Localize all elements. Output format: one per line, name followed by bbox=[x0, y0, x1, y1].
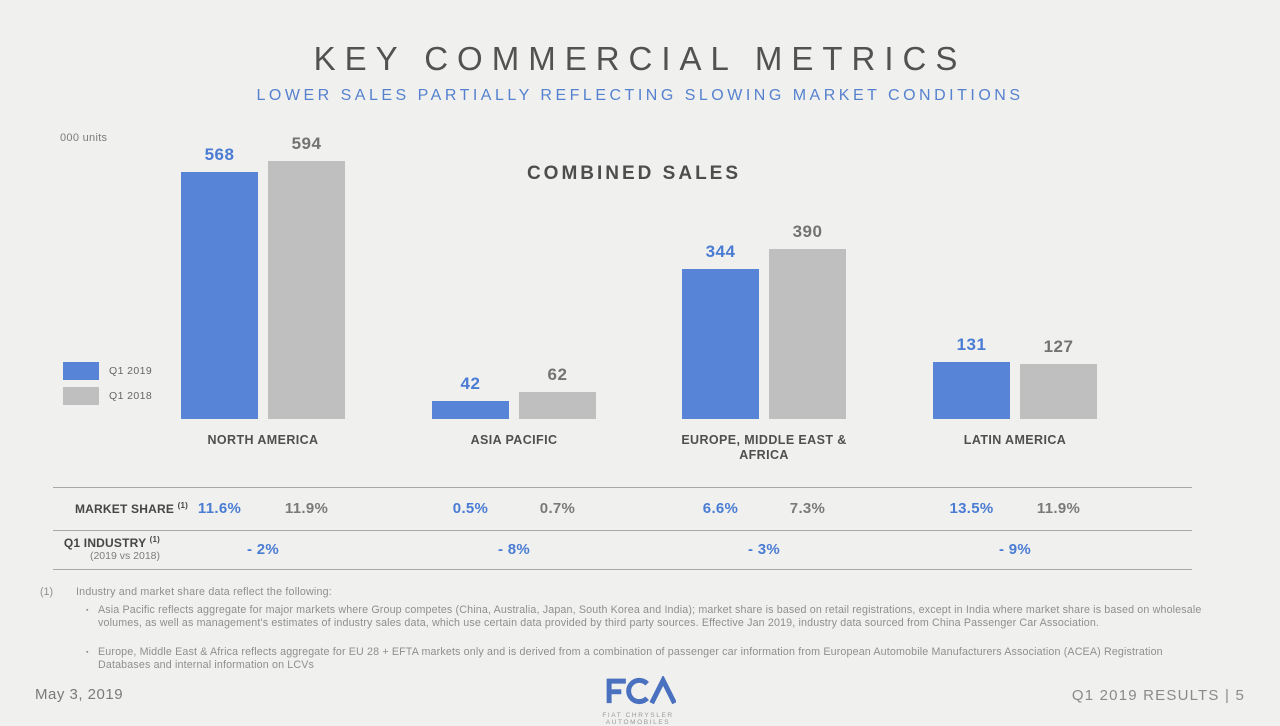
market-share-q1-2018-north-america: 11.9% bbox=[284, 500, 329, 517]
market-share-q1-2018-asia-pacific: 0.7% bbox=[539, 500, 576, 517]
bar-value-q1-2019-asia-pacific: 42 bbox=[460, 374, 481, 393]
table-line-middle bbox=[53, 530, 1192, 531]
q1-industry-label-text: Q1 INDUSTRY bbox=[63, 536, 147, 550]
bullet-icon: ▪ bbox=[86, 649, 89, 656]
footnote-intro: Industry and market share data reflect t… bbox=[76, 586, 332, 598]
bar-q1-2019-latin-america bbox=[933, 362, 1010, 419]
bar-value-q1-2019-north-america: 568 bbox=[204, 145, 235, 164]
legend-swatch-q1-2018-icon bbox=[63, 387, 99, 405]
bar-value-q1-2019-latin-america: 131 bbox=[956, 335, 987, 354]
bar-q1-2018-asia-pacific bbox=[519, 392, 596, 419]
region-label-asia-pacific: ASIA PACIFIC bbox=[470, 433, 558, 447]
chart-title: COMBINED SALES bbox=[526, 163, 742, 184]
bar-value-q1-2018-europe-middle-east-africa: 390 bbox=[792, 222, 823, 241]
footer-page-label: Q1 2019 RESULTS | 5 bbox=[1071, 687, 1245, 704]
q1-industry-north-america: - 2% bbox=[246, 541, 280, 558]
bar-q1-2018-latin-america bbox=[1020, 364, 1097, 419]
market-share-footnote-ref: (1) bbox=[177, 501, 188, 510]
bar-value-q1-2019-europe-middle-east-africa: 344 bbox=[705, 242, 736, 261]
chart-legend: Q1 2019 Q1 2018 bbox=[63, 362, 152, 412]
market-share-label-text: MARKET SHARE bbox=[74, 502, 175, 516]
footnote-text-1: Asia Pacific reflects aggregate for majo… bbox=[98, 604, 1202, 629]
table-line-top bbox=[53, 487, 1192, 488]
footnote-bullet-1: ▪ Asia Pacific reflects aggregate for ma… bbox=[86, 604, 1211, 630]
fca-logo-icon bbox=[606, 674, 677, 705]
legend-label-q1-2019: Q1 2019 bbox=[109, 365, 153, 377]
market-share-q1-2019-europe-middle-east-africa: 6.6% bbox=[702, 500, 739, 517]
bar-value-q1-2018-asia-pacific: 62 bbox=[547, 365, 568, 384]
q1-industry-sublabel: (2019 vs 2018) bbox=[89, 550, 160, 562]
legend-item-q1-2019: Q1 2019 bbox=[63, 362, 152, 380]
region-label-europe-middle-east-africa: EUROPE, MIDDLE EAST & AFRICA bbox=[681, 433, 847, 462]
market-share-q1-2019-asia-pacific: 0.5% bbox=[452, 500, 489, 517]
market-share-q1-2018-europe-middle-east-africa: 7.3% bbox=[789, 500, 826, 517]
q1-industry-latin-america: - 9% bbox=[998, 541, 1032, 558]
bar-q1-2018-europe-middle-east-africa bbox=[769, 249, 846, 419]
market-share-q1-2019-north-america: 11.6% bbox=[197, 500, 242, 517]
market-share-row-label: MARKET SHARE (1) bbox=[40, 501, 188, 516]
bar-q1-2018-north-america bbox=[268, 161, 345, 419]
market-share-q1-2018-latin-america: 11.9% bbox=[1036, 500, 1081, 517]
fca-logo-tagline: FIAT CHRYSLER AUTOMOBILES bbox=[602, 712, 674, 726]
q1-industry-footnote-ref: (1) bbox=[149, 535, 160, 544]
footnote-text-2: Europe, Middle East & Africa reflects ag… bbox=[98, 646, 1163, 671]
footnote-marker: (1) bbox=[40, 586, 54, 598]
table-line-bottom bbox=[53, 569, 1192, 570]
market-share-q1-2019-latin-america: 13.5% bbox=[949, 500, 994, 517]
units-label: 000 units bbox=[60, 132, 108, 144]
footer-date: May 3, 2019 bbox=[35, 686, 124, 703]
bullet-icon: ▪ bbox=[86, 607, 89, 614]
page-subtitle: LOWER SALES PARTIALLY REFLECTING SLOWING… bbox=[256, 87, 1024, 104]
region-label-latin-america: LATIN AMERICA bbox=[963, 433, 1067, 447]
legend-item-q1-2018: Q1 2018 bbox=[63, 387, 152, 405]
bar-q1-2019-north-america bbox=[181, 172, 258, 419]
legend-label-q1-2018: Q1 2018 bbox=[109, 390, 153, 402]
bar-q1-2019-asia-pacific bbox=[432, 401, 509, 419]
q1-industry-europe-middle-east-africa: - 3% bbox=[747, 541, 781, 558]
bar-q1-2019-europe-middle-east-africa bbox=[682, 269, 759, 419]
region-label-north-america: NORTH AMERICA bbox=[207, 433, 319, 447]
page-title: KEY COMMERCIAL METRICS bbox=[313, 40, 967, 77]
footnote-bullet-2: ▪ Europe, Middle East & Africa reflects … bbox=[86, 646, 1211, 672]
bar-value-q1-2018-latin-america: 127 bbox=[1043, 337, 1074, 356]
legend-swatch-q1-2019-icon bbox=[63, 362, 99, 380]
bar-chart: 568 594 42 62 344 390 131 127 bbox=[181, 134, 1097, 419]
q1-industry-asia-pacific: - 8% bbox=[497, 541, 531, 558]
bar-value-q1-2018-north-america: 594 bbox=[291, 134, 322, 153]
q1-industry-row-label: Q1 INDUSTRY (1) bbox=[40, 535, 160, 550]
